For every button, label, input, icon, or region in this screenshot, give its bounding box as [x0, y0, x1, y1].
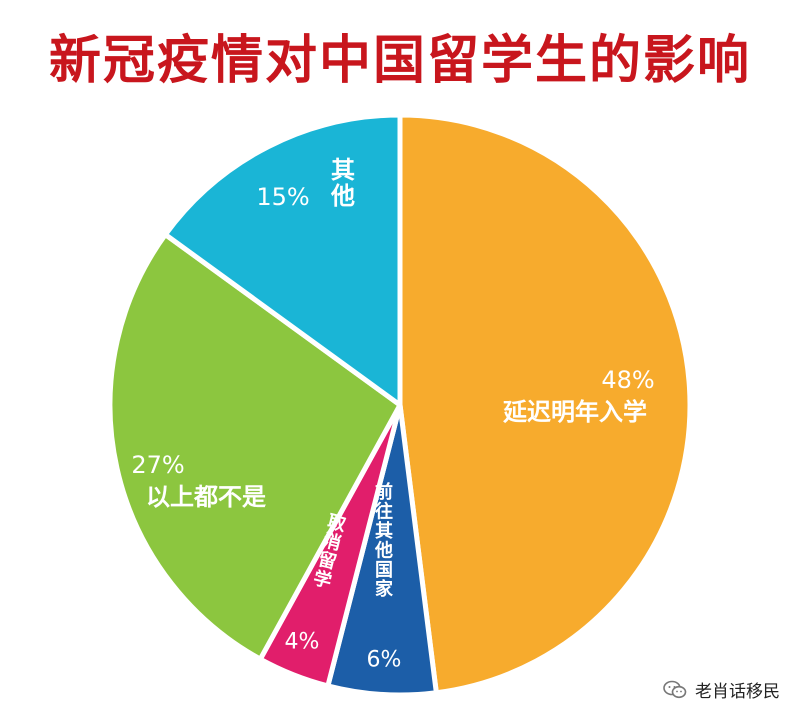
category-label-other-country: 前往其他国家 — [374, 481, 394, 600]
pie-slice-other — [162, 112, 403, 408]
pct-label-cancel-study: 4% — [285, 630, 320, 655]
pct-label-other-country: 6% — [367, 648, 402, 673]
wechat-icon — [663, 680, 687, 700]
category-label-none-above: 以上都不是 — [146, 483, 266, 511]
pct-label-other: 15% — [256, 183, 309, 211]
category-label-cancel-study: 取消留学 — [311, 511, 349, 593]
account-watermark: 老肖话移民 — [663, 677, 780, 702]
pie-slice-none-above — [107, 232, 403, 662]
pct-label-none-above: 27% — [131, 451, 184, 479]
chart-title: 新冠疫情对中国留学生的影响 — [48, 31, 751, 91]
pct-label-delay-enrollment: 48% — [601, 366, 654, 394]
account-name: 老肖话移民 — [695, 682, 780, 702]
category-label-other: 其他 — [330, 156, 355, 210]
pie-slice-delay-enrollment — [397, 112, 693, 696]
category-label-delay-enrollment: 延迟明年入学 — [502, 398, 647, 426]
